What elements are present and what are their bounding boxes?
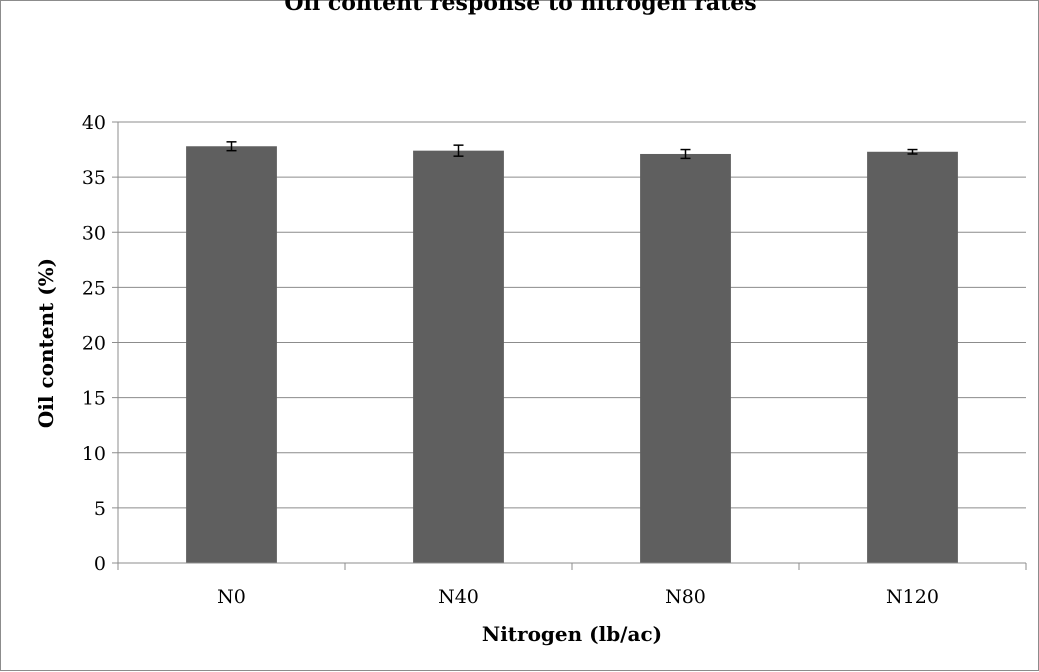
y-tick-label: 25 [82,277,106,299]
y-tick-label: 10 [82,443,106,465]
y-tick-label: 20 [82,333,106,355]
axes [112,121,1027,570]
y-tick-label: 0 [94,553,106,575]
bar-n40 [413,150,504,564]
y-tick-label: 35 [82,167,106,189]
tick-labels: 0 5 10 15 20 25 30 35 40 N0 N40 N80 N120 [82,112,939,608]
x-tick-label: N40 [438,586,479,608]
bar-n120 [867,151,958,563]
error-bars [226,141,918,160]
y-tick-label: 30 [82,222,106,244]
x-tick-label: N80 [665,586,706,608]
y-axis-title: Oil content (%) [34,258,58,428]
bar-n0 [186,146,277,563]
x-tick-label: N120 [886,586,939,608]
y-tick-label: 15 [82,388,106,410]
y-tick-label: 40 [82,112,106,134]
chart-title: Oil content response to nitrogen rates [284,0,757,16]
y-tick-label: 5 [94,498,106,520]
x-tick-label: N0 [217,586,246,608]
bar-n80 [640,153,731,563]
bars [186,146,958,564]
x-axis-title: Nitrogen (lb/ac) [482,622,662,646]
